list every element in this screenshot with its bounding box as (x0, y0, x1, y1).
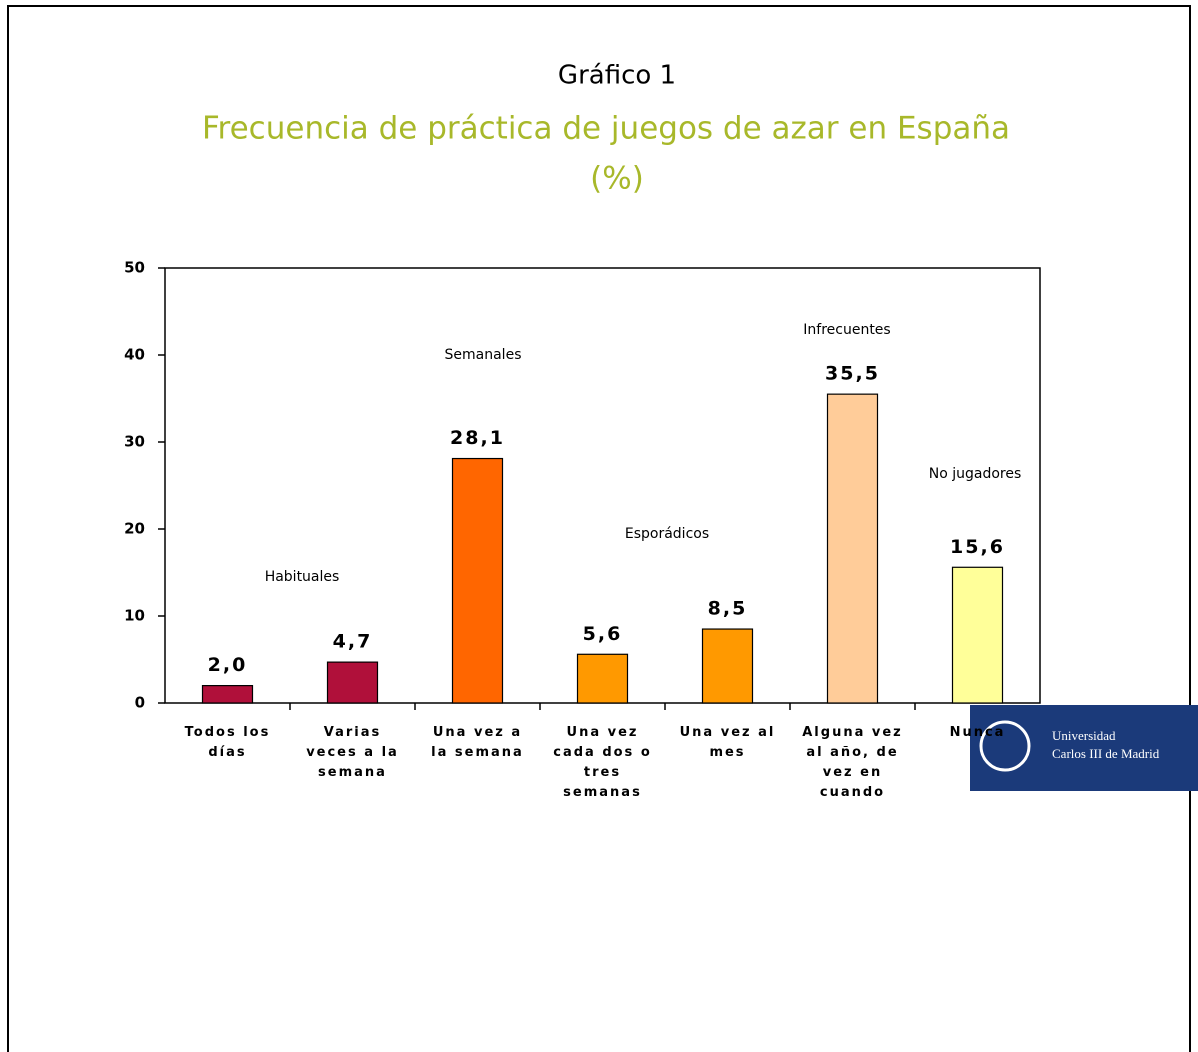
x-tick-label: Alguna vez al año, de vez en cuando (802, 725, 903, 800)
slide-border (7, 5, 1191, 1052)
x-tick-label: Todos los días (184, 725, 271, 760)
value-label: 15,6 (950, 536, 1005, 558)
y-tick-label: 20 (124, 520, 145, 538)
y-tick-label: 0 (135, 694, 145, 712)
value-label: 28,1 (450, 427, 505, 449)
bar (451, 457, 504, 704)
group-annotation: Infrecuentes (803, 322, 890, 338)
logo-box (970, 705, 1198, 791)
chart-subtitle: (%) (590, 161, 644, 197)
bar (701, 628, 754, 704)
value-label: 4,7 (333, 631, 373, 653)
value-label: 8,5 (708, 598, 748, 620)
value-label: 5,6 (583, 623, 623, 645)
x-tick-label: Una vez cada dos o tres semanas (553, 725, 652, 800)
bar (951, 566, 1004, 704)
chart-subtitle: Frecuencia de práctica de juegos de azar… (202, 111, 1010, 147)
bar (201, 684, 254, 704)
logo-emblem (979, 720, 1031, 772)
group-annotation: No jugadores (929, 466, 1022, 482)
logo-text: Carlos III de Madrid (1052, 746, 1160, 761)
chart-title: Gráfico 1 (558, 61, 676, 91)
y-tick-label: 50 (124, 259, 145, 277)
x-tick-label: Una vez al mes (679, 725, 776, 760)
y-tick-label: 30 (124, 433, 145, 451)
x-tick-label: Nunca (949, 725, 1006, 740)
x-tick-label: Una vez a la semana (431, 725, 524, 760)
value-label: 35,5 (825, 363, 880, 385)
value-label: 2,0 (208, 654, 248, 676)
y-tick-label: 10 (124, 607, 145, 625)
group-annotation: Esporádicos (625, 526, 709, 542)
x-tick-label: Varias veces a la semana (306, 725, 399, 780)
group-annotation: Semanales (445, 347, 522, 363)
y-tick-label: 40 (124, 346, 145, 364)
bar (326, 661, 379, 704)
bar (576, 653, 629, 704)
group-annotation: Habituales (265, 569, 340, 585)
bar (826, 393, 879, 704)
logo-text: Universidad (1052, 728, 1116, 743)
